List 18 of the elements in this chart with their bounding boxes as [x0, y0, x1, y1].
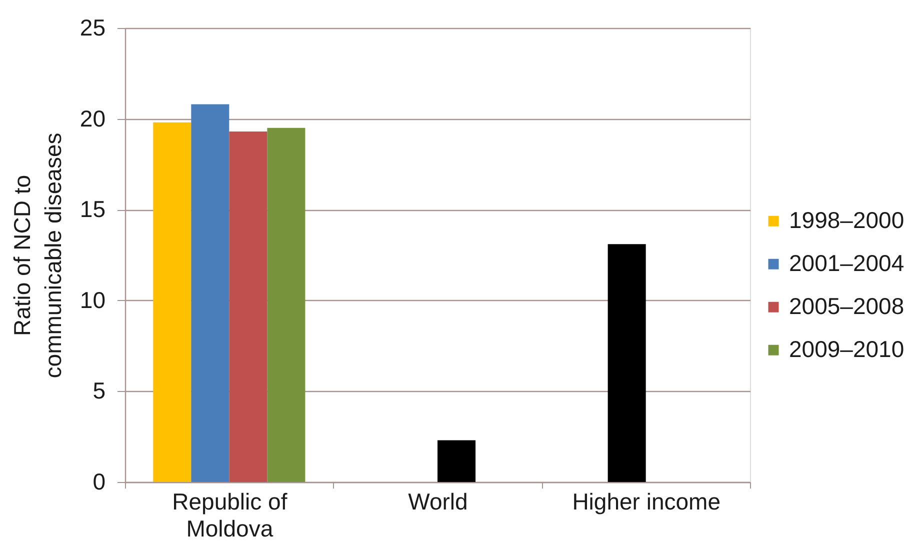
x-tick-label: World	[408, 488, 468, 514]
y-tick-label: 10	[80, 286, 106, 313]
bar	[229, 132, 268, 482]
y-axis-title: Ratio of NCD to communicable diseases	[8, 132, 66, 378]
x-tick-label: Republic of Moldova	[172, 488, 288, 542]
bar	[267, 128, 306, 482]
y-tick-label: 15	[80, 196, 106, 222]
y-tick-label: 0	[92, 468, 106, 494]
x-tick-label: Higher income	[572, 488, 720, 514]
bar	[191, 104, 230, 482]
y-tick-label: 25	[80, 14, 106, 40]
bar	[153, 122, 192, 482]
legend-label: 1998–2000	[789, 207, 904, 234]
legend-label: 2001–2004	[789, 250, 904, 276]
y-tick-label: 20	[80, 105, 106, 132]
legend-label: 2005–2008	[789, 293, 904, 320]
legend-label: 2009–2010	[789, 336, 904, 362]
y-tick-label: 5	[92, 378, 106, 404]
